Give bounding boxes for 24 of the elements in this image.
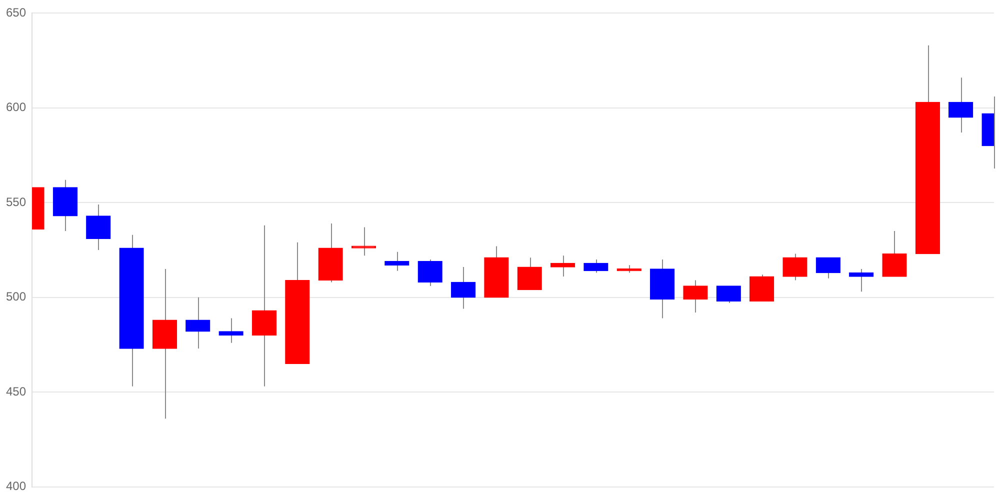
candlestick (584, 258, 608, 274)
y-tick-label: 650 (6, 6, 26, 20)
y-tick-label: 400 (6, 479, 26, 494)
candlestick (716, 285, 741, 304)
candlestick (948, 77, 974, 134)
candlestick (418, 258, 442, 286)
candlestick (186, 296, 210, 350)
candlestick (450, 266, 476, 310)
y-tick-label: 600 (6, 100, 26, 114)
y-tick-label: 450 (6, 384, 26, 398)
candlestick (86, 204, 111, 250)
candlestick (218, 318, 244, 344)
candlestick (749, 274, 774, 302)
candlestick (882, 230, 907, 278)
candlestick (816, 257, 840, 279)
candlestick (517, 257, 542, 290)
y-tick-label: 500 (6, 290, 26, 304)
y-tick-label: 550 (6, 194, 26, 209)
candlestick (782, 253, 808, 281)
candlestick (384, 251, 410, 272)
candlestick (683, 280, 708, 314)
candlestick (848, 268, 874, 292)
candlestick (252, 224, 277, 387)
candlestick (550, 255, 576, 278)
